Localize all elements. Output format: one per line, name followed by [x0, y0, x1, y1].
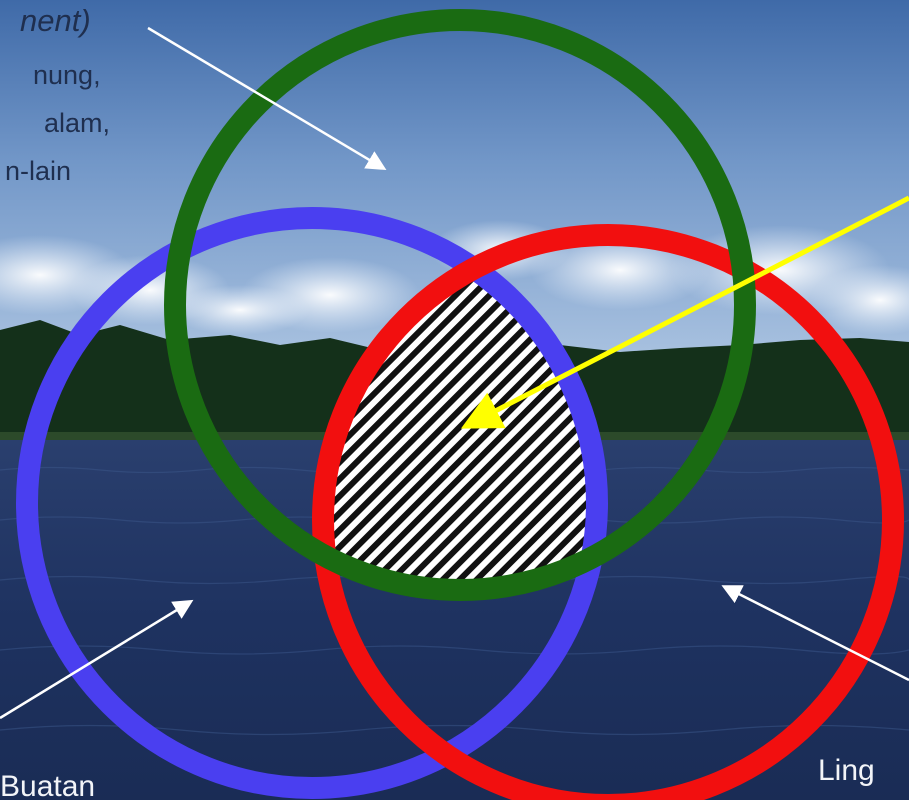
arrow-built: [0, 599, 194, 720]
built-env-label: Buatan: [0, 770, 96, 800]
social-env-circle: [312, 224, 904, 800]
natural-env-label-line1: nent): [20, 3, 91, 38]
social-env-label: Ling: [818, 754, 875, 787]
natural-env-label-line2: nung,: [33, 60, 101, 90]
built-env-circle: [16, 207, 608, 799]
arrow-social: [721, 585, 909, 682]
natural-env-label-line3: alam,: [44, 108, 111, 138]
arrow-natural: [147, 26, 387, 171]
natural-env-label-line4: n-lain: [5, 156, 72, 186]
arrow-intersection: [460, 195, 909, 429]
natural-env-circle: [164, 9, 756, 601]
intersection-hatch: [323, 235, 597, 590]
